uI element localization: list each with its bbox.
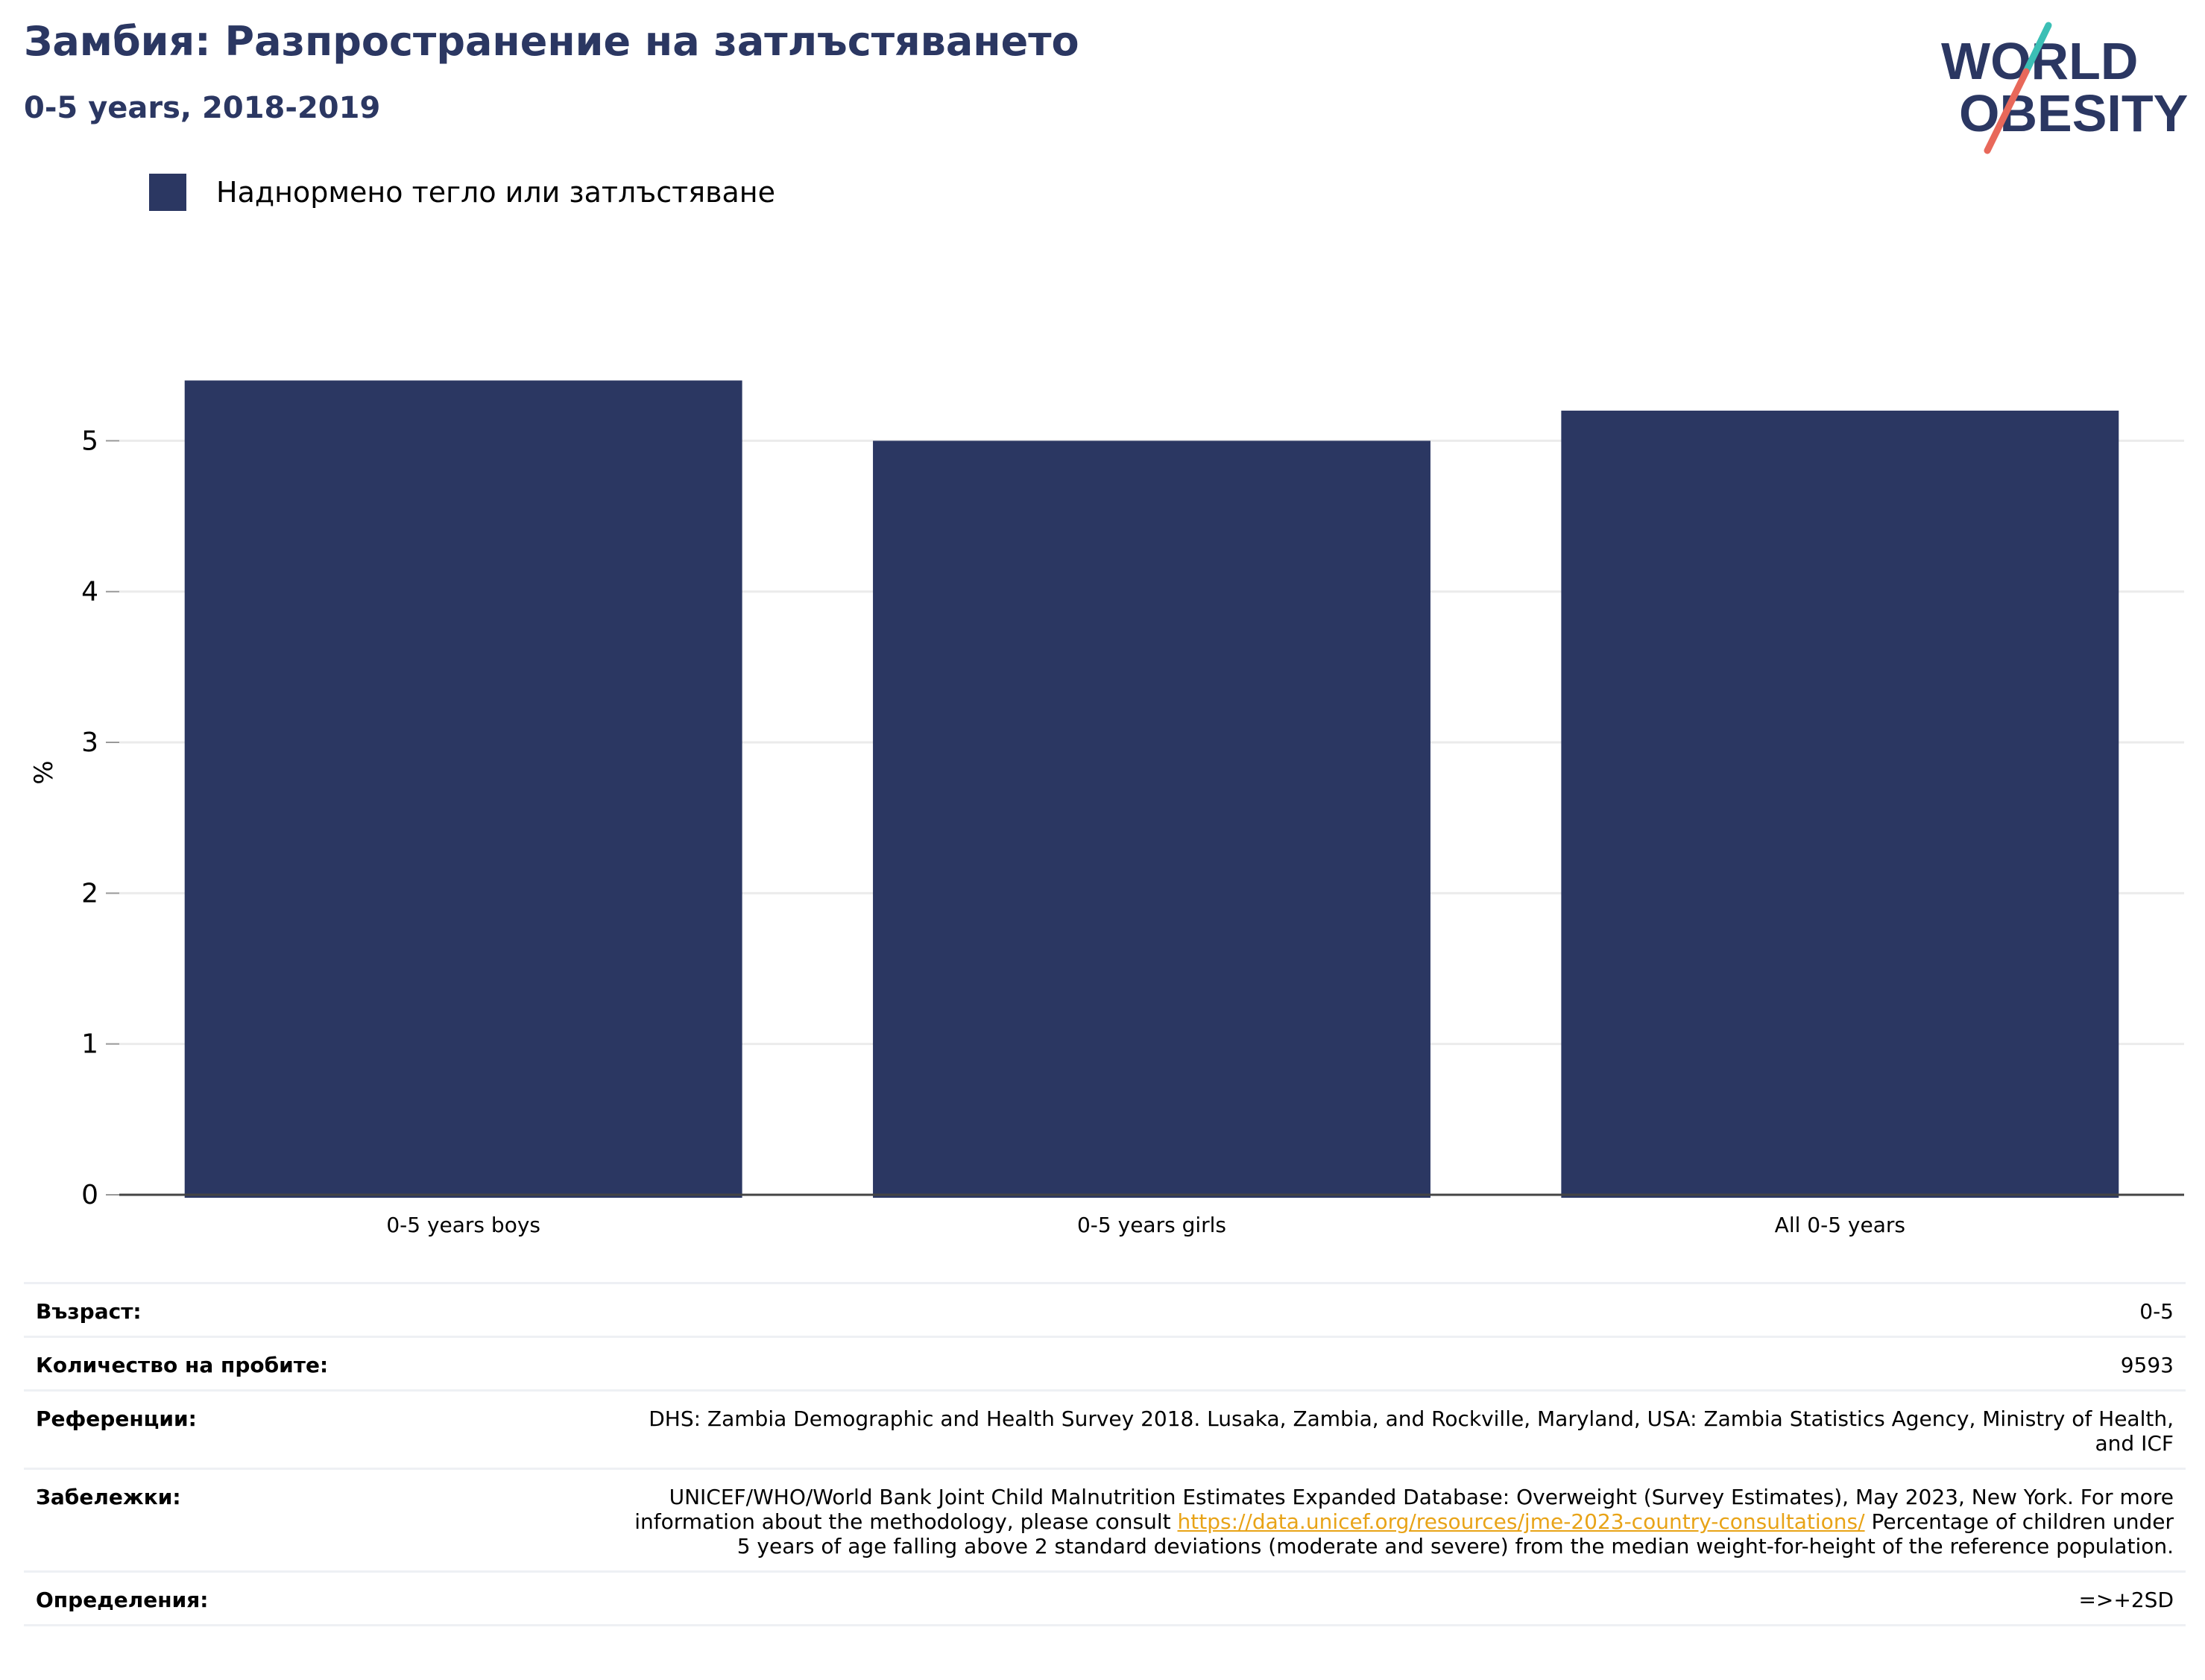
info-table: Възраст: 0-5 Количество на пробите: 9593… — [24, 1282, 2186, 1626]
bar-2[interactable] — [873, 440, 1430, 1198]
chart-legend: Наднормено тегло или затлъстяване — [149, 173, 775, 212]
y-tick-label: 4 — [81, 577, 98, 607]
y-tick-label: 5 — [81, 426, 98, 456]
info-label: Референции: — [36, 1406, 197, 1431]
x-tick-label: 0-5 years girls — [1077, 1213, 1226, 1237]
info-value: =>+2SD — [2078, 1588, 2174, 1612]
legend-label: Наднормено тегло или затлъстяване — [216, 176, 775, 209]
info-value: 9593 — [2120, 1353, 2174, 1377]
logo-slash-bottom — [1984, 68, 2030, 154]
y-tick-label: 3 — [81, 727, 98, 758]
info-row-definitions: Определения: =>+2SD — [24, 1573, 2186, 1626]
logo-slash-top — [2022, 22, 2052, 75]
info-value: 0-5 — [2139, 1299, 2174, 1324]
info-value: UNICEF/WHO/World Bank Joint Child Malnut… — [616, 1485, 2174, 1559]
chart-subtitle: 0-5 years, 2018-2019 — [24, 91, 381, 125]
y-tick-label: 2 — [81, 878, 98, 909]
info-label: Възраст: — [36, 1299, 142, 1324]
y-tick-label: 0 — [81, 1180, 98, 1210]
legend-swatch — [149, 174, 186, 211]
info-row-references: Референции: DHS: Zambia Demographic and … — [24, 1392, 2186, 1470]
info-label: Определения: — [36, 1588, 209, 1612]
x-tick-label: All 0-5 years — [1775, 1213, 1905, 1237]
x-tick-label: 0-5 years boys — [386, 1213, 540, 1237]
info-row-notes: Забележки: UNICEF/WHO/World Bank Joint C… — [24, 1470, 2186, 1573]
notes-text-after: Percentage of children under 5 years of … — [736, 1509, 2174, 1559]
chart-title: Замбия: Разпространение на затлъстяванет… — [24, 18, 1079, 65]
bar-1[interactable] — [184, 380, 742, 1198]
world-obesity-logo: WORLD OBESITY — [1941, 22, 2188, 154]
info-label: Количество на пробите: — [36, 1353, 329, 1377]
info-row-sample-size: Количество на пробите: 9593 — [24, 1338, 2186, 1392]
bar-3[interactable] — [1561, 410, 2119, 1198]
methodology-link[interactable]: https://data.unicef.org/resources/jme-20… — [1177, 1509, 1865, 1534]
bar-chart: 0 1 2 3 4 5% 0-5 years boys 0-5 years girls All … — [29, 380, 2184, 1237]
y-axis-label: % — [29, 760, 59, 784]
info-label: Забележки: — [36, 1485, 181, 1509]
y-tick-label: 1 — [81, 1029, 98, 1060]
notes-text-before: UNICEF/WHO/World Bank Joint Child Malnut… — [634, 1485, 2174, 1534]
info-value: DHS: Zambia Demographic and Health Surve… — [649, 1406, 2174, 1456]
info-row-age: Възраст: 0-5 — [24, 1284, 2186, 1338]
